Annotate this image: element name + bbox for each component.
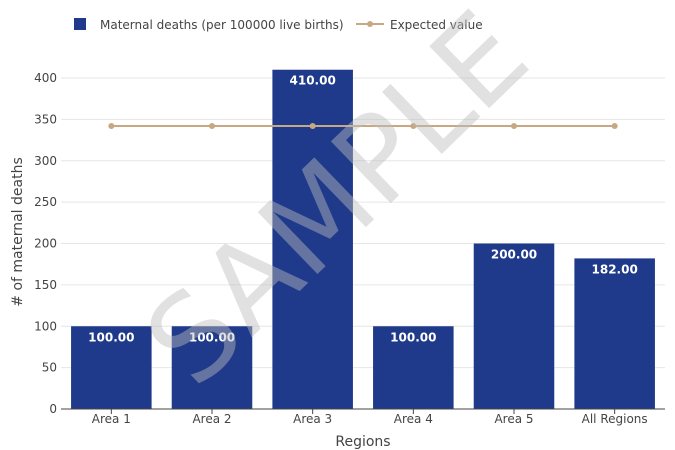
y-tick-label: 400 bbox=[34, 71, 57, 85]
y-tick-label: 250 bbox=[34, 195, 57, 209]
expected-line bbox=[108, 122, 618, 129]
bar[interactable] bbox=[171, 326, 253, 409]
y-tick-label: 50 bbox=[42, 361, 57, 375]
y-tick-label: 350 bbox=[34, 112, 57, 126]
x-axis-title: Regions bbox=[335, 434, 390, 450]
x-tick-label: Area 3 bbox=[293, 412, 332, 426]
bar-value-label: 100.00 bbox=[88, 330, 134, 344]
expected-value-point[interactable] bbox=[511, 122, 517, 129]
expected-value-point[interactable] bbox=[410, 122, 417, 129]
bar[interactable] bbox=[473, 243, 555, 410]
grid bbox=[61, 77, 665, 369]
x-tick-labels: Area 1 Area 2 Area 3 Area 4 Area 5 All Region… bbox=[92, 412, 648, 426]
x-tick-label: Area 2 bbox=[192, 412, 231, 426]
axes bbox=[61, 408, 665, 414]
bar-value-label: 100.00 bbox=[390, 330, 436, 344]
x-tick-label: Area 4 bbox=[394, 412, 433, 426]
legend-bar-label: Maternal deaths (per 100000 live births) bbox=[100, 18, 344, 32]
legend-bar-swatch bbox=[74, 18, 86, 30]
bar-value-label: 200.00 bbox=[491, 248, 537, 262]
y-axis-title: # of maternal deaths bbox=[10, 157, 26, 306]
y-tick-label: 200 bbox=[34, 237, 57, 251]
legend[interactable]: Maternal deaths (per 100000 live births)… bbox=[74, 18, 483, 32]
bar-labels: 100.00 100.00 410.00 100.00 200.00 182.00 bbox=[88, 74, 638, 345]
y-tick-label: 0 bbox=[49, 402, 57, 416]
expected-value-point[interactable] bbox=[209, 122, 215, 129]
bar[interactable] bbox=[71, 326, 152, 409]
bar-value-label: 182.00 bbox=[592, 262, 638, 276]
bar-value-label: 100.00 bbox=[189, 330, 235, 344]
y-tick-label: 300 bbox=[34, 154, 57, 168]
x-tick-label: All Regions bbox=[582, 412, 648, 426]
expected-value-point[interactable] bbox=[611, 122, 618, 129]
bars bbox=[71, 69, 655, 410]
legend-line-label: Expected value bbox=[390, 18, 483, 32]
y-tick-label: 150 bbox=[34, 278, 57, 292]
bar[interactable] bbox=[373, 326, 454, 409]
y-tick-labels: 0 50 100 150 200 250 300 350 400 bbox=[34, 71, 57, 416]
x-tick-label: Area 5 bbox=[494, 412, 533, 426]
x-tick-label: Area 1 bbox=[92, 412, 131, 426]
expected-value-point[interactable] bbox=[108, 122, 115, 129]
bar[interactable] bbox=[574, 258, 655, 409]
expected-value-point[interactable] bbox=[309, 122, 316, 129]
y-tick-label: 100 bbox=[34, 319, 57, 333]
bar-value-label: 410.00 bbox=[290, 74, 336, 88]
legend-line-marker bbox=[367, 21, 373, 27]
